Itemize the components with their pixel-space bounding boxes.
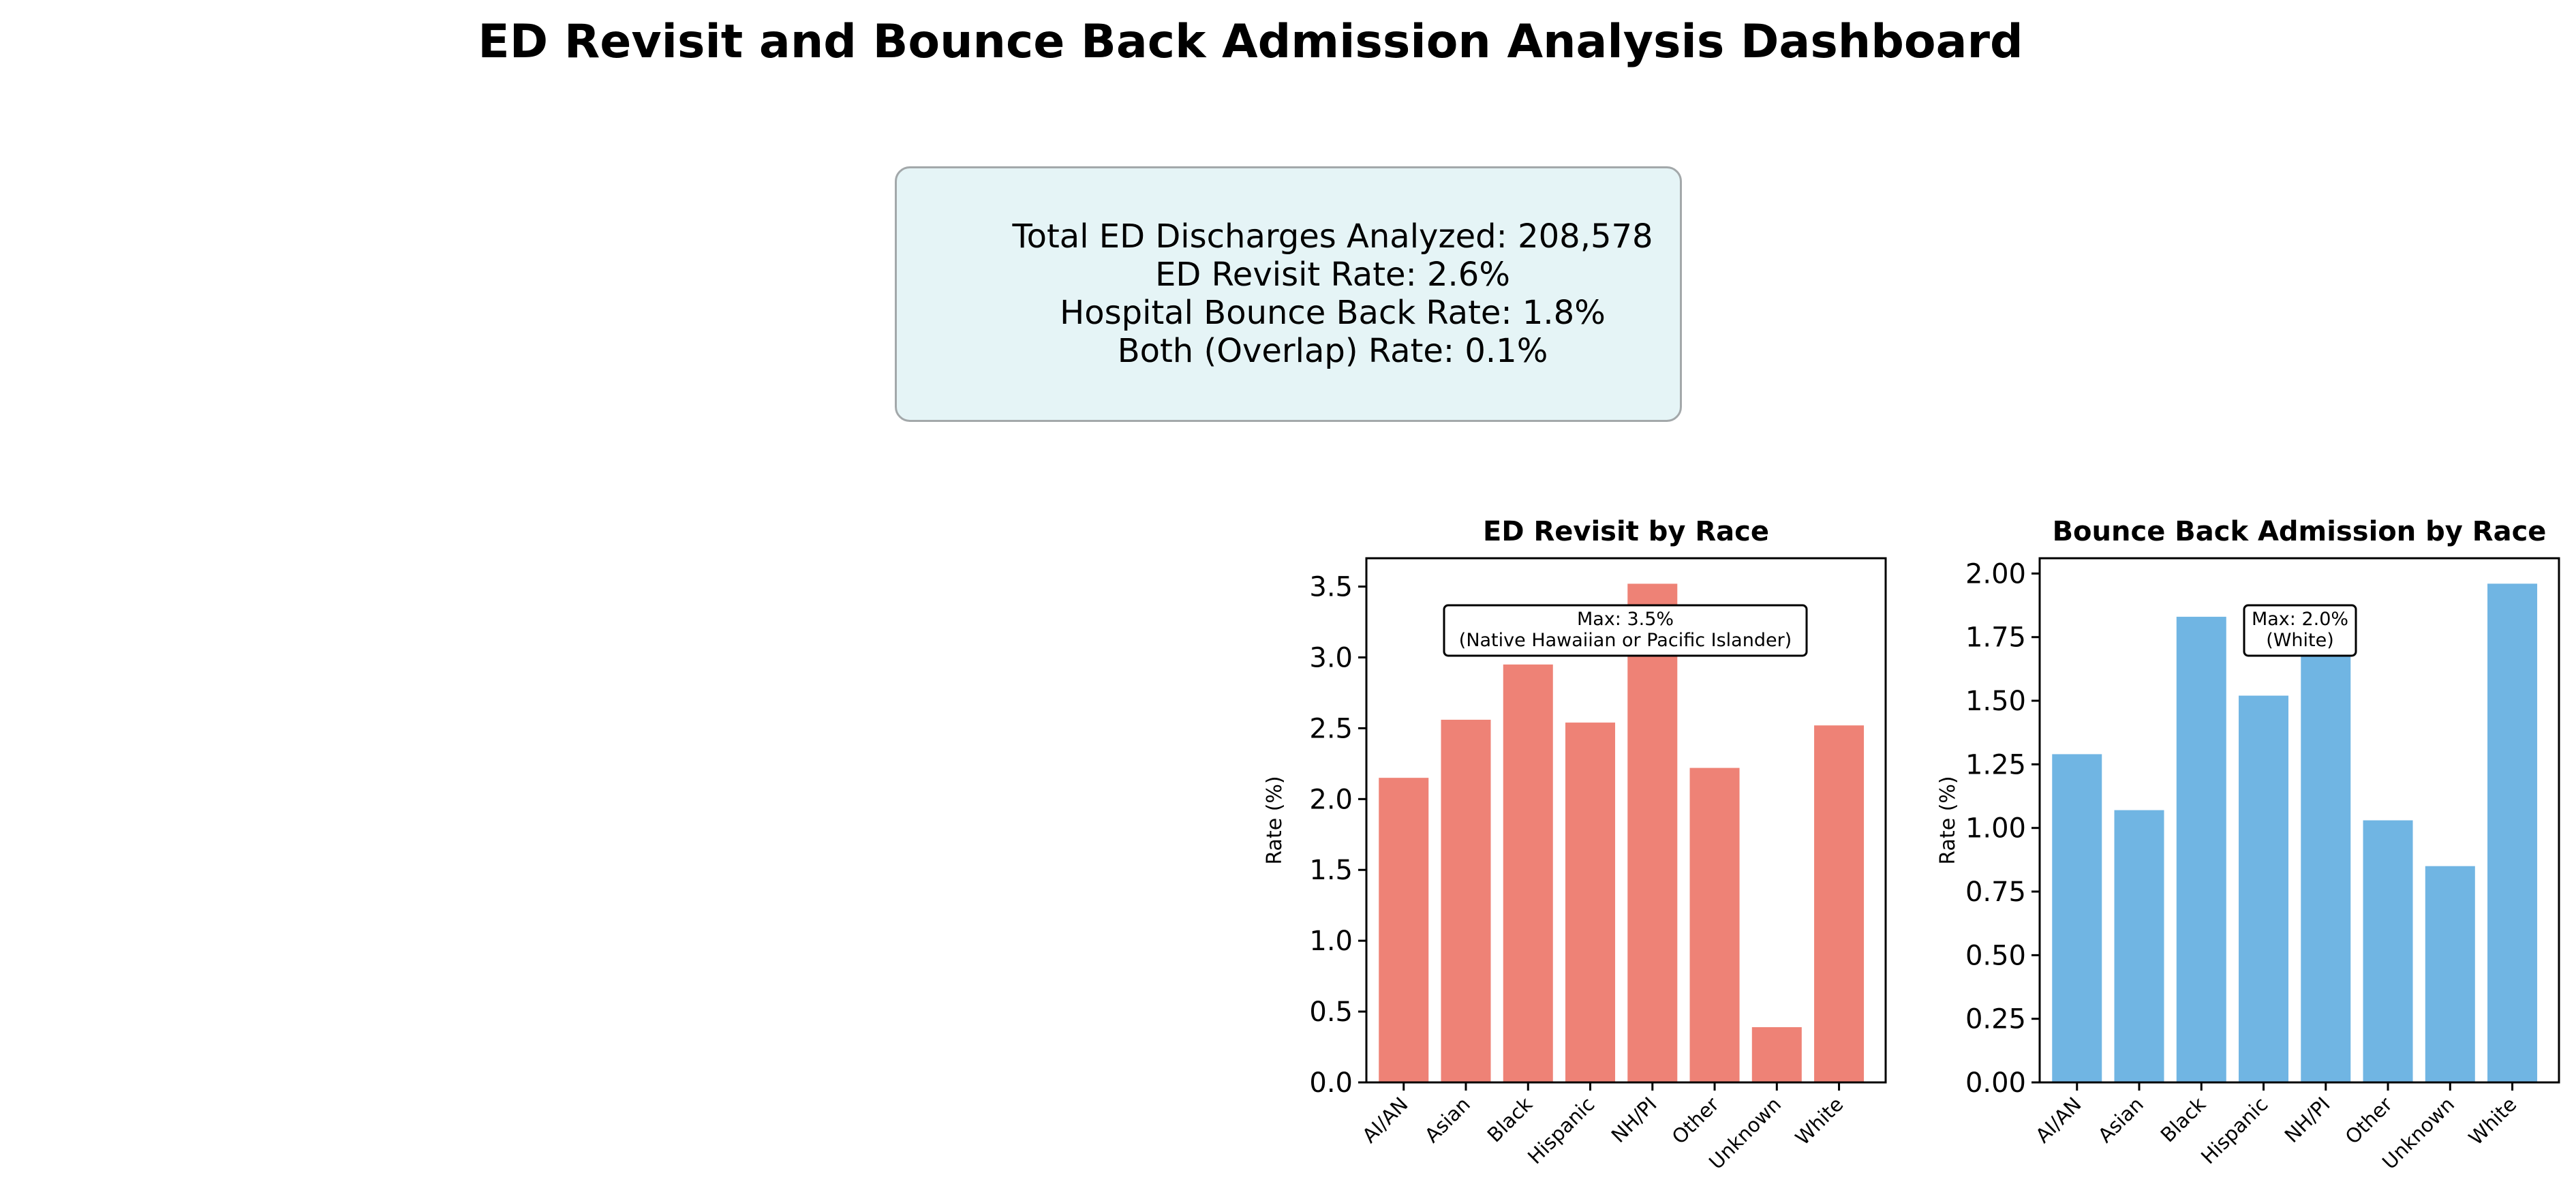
bounce-back-ytick-label: 1.00 <box>1965 813 2026 845</box>
ed-revisit-ylabel: Rate (%) <box>1263 776 1287 864</box>
ed-revisit-bar-hispanic <box>1565 723 1616 1082</box>
bounce-back-ytick-label: 1.50 <box>1965 686 2026 717</box>
ed-revisit-xtick-label: Other <box>1668 1093 1723 1149</box>
bounce-back-ytick-label: 2.00 <box>1965 558 2026 590</box>
summary-overlap-rate: Both (Overlap) Rate: 0.1% <box>1117 332 1548 370</box>
summary-ed-revisit-rate: ED Revisit Rate: 2.6% <box>1155 256 1510 294</box>
ed-revisit-max-annotation-box <box>1443 604 1808 657</box>
bounce-back-bar-nh-pi <box>2301 650 2351 1082</box>
summary-bounce-back-rate: Hospital Bounce Back Rate: 1.8% <box>1060 294 1606 332</box>
bounce-back-max-annotation-box <box>2243 604 2357 657</box>
bounce-back-ytick-label: 0.50 <box>1965 940 2026 971</box>
bounce-back-bar-asian <box>2114 810 2164 1082</box>
ed-revisit-xtick-label: NH/PI <box>1607 1093 1661 1147</box>
bounce-back-ytick-label: 0.75 <box>1965 877 2026 908</box>
bounce-back-chart: 0.00 0.25 0.50 0.75 1.00 1.25 1.50 1.75 2.00 AI/A… <box>1936 516 2560 1174</box>
bounce-back-xtick-label: AI/AN <box>2031 1093 2085 1147</box>
ed-revisit-max-annotation-text: (Native Hawaiian or Pacific Islander) <box>1459 630 1792 651</box>
ed-revisit-xtick-label: White <box>1791 1093 1848 1150</box>
bounce-back-max-annotation-text: Max: 2.0% <box>2252 609 2348 630</box>
dashboard-title: ED Revisit and Bounce Back Admission Ana… <box>478 15 2023 69</box>
ed-revisit-axes-frame <box>1365 557 1887 1084</box>
bounce-back-ytick-label: 1.25 <box>1965 749 2026 780</box>
ed-revisit-bar-black <box>1503 664 1553 1082</box>
bounce-back-ytick-label: 0.25 <box>1965 1004 2026 1035</box>
bounce-back-xtick-label: Asian <box>2094 1093 2148 1147</box>
ed-revisit-ytick-label: 3.0 <box>1309 642 1353 673</box>
ed-revisit-ytick-label: 2.0 <box>1309 784 1353 815</box>
bounce-back-ytick-label: 0.00 <box>1965 1067 2026 1099</box>
ed-revisit-bar-unknown <box>1751 1027 1802 1082</box>
bounce-back-xtick-label: Hispanic <box>2196 1093 2272 1168</box>
bounce-back-bar-ai-an <box>2052 754 2102 1082</box>
bounce-back-chart-title: Bounce Back Admission by Race <box>2053 516 2547 547</box>
ed-revisit-xtick-label: Black <box>1483 1093 1537 1147</box>
bounce-back-xtick-label: NH/PI <box>2280 1093 2335 1147</box>
bounce-back-bar-other <box>2363 820 2413 1082</box>
ed-revisit-chart: 0.0 0.5 1.0 1.5 2.0 2.5 3.0 3.5 AI/AN Asian BlackH… <box>1263 516 1887 1174</box>
ed-revisit-chart-title: ED Revisit by Race <box>1483 516 1769 547</box>
ed-revisit-max-annotation-text: Max: 3.5% <box>1577 609 1674 630</box>
summary-box: Total ED Discharges Analyzed: 208,578 ED… <box>895 166 1682 422</box>
ed-revisit-bar-nh-pi <box>1627 583 1678 1082</box>
bounce-back-xtick-label: Black <box>2156 1093 2211 1147</box>
ed-revisit-xtick-label: AI/AN <box>1358 1093 1412 1147</box>
ed-revisit-ytick-label: 0.0 <box>1309 1067 1353 1099</box>
ed-revisit-ytick-label: 3.5 <box>1309 572 1353 603</box>
bounce-back-bar-hispanic <box>2239 695 2289 1082</box>
ed-revisit-ytick-label: 2.5 <box>1309 713 1353 744</box>
ed-revisit-bar-other <box>1689 767 1740 1082</box>
bounce-back-bar-black <box>2176 616 2226 1082</box>
bounce-back-xtick-label: Other <box>2341 1093 2397 1149</box>
ed-revisit-bar-white <box>1814 725 1865 1082</box>
bounce-back-xtick-label: White <box>2464 1093 2521 1150</box>
ed-revisit-ytick-label: 1.5 <box>1309 855 1353 886</box>
summary-total-discharges: Total ED Discharges Analyzed: 208,578 <box>1012 217 1653 256</box>
bounce-back-max-annotation-text: (White) <box>2266 630 2334 651</box>
bounce-back-bar-unknown <box>2425 866 2475 1082</box>
ed-revisit-ytick-label: 0.5 <box>1309 997 1353 1028</box>
bounce-back-ytick-label: 1.75 <box>1965 622 2026 654</box>
ed-revisit-xtick-label: Hispanic <box>1523 1093 1599 1168</box>
ed-revisit-xtick-label: Asian <box>1420 1093 1475 1147</box>
ed-revisit-bar-asian <box>1441 719 1491 1082</box>
bounce-back-axes-frame <box>2038 557 2560 1084</box>
ed-revisit-bar-ai-an <box>1379 778 1429 1082</box>
ed-revisit-ytick-label: 1.0 <box>1309 926 1353 957</box>
bounce-back-ylabel: Rate (%) <box>1936 776 1960 864</box>
bounce-back-bar-white <box>2487 583 2538 1082</box>
